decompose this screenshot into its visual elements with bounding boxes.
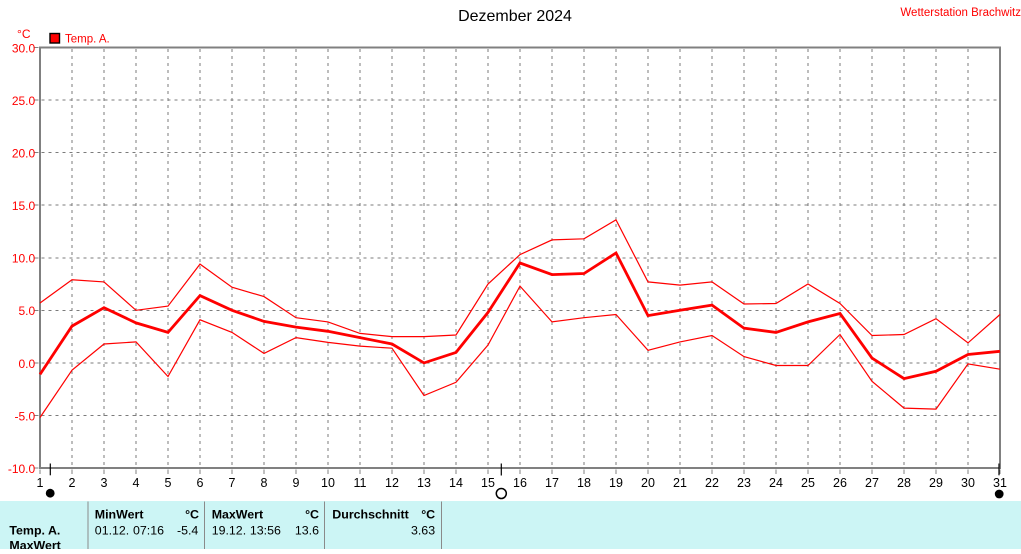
svg-text:13: 13 (417, 476, 431, 490)
svg-text:2: 2 (69, 476, 76, 490)
svg-text:°C: °C (17, 27, 31, 41)
svg-text:9: 9 (293, 476, 300, 490)
svg-text:15.0: 15.0 (12, 199, 36, 213)
svg-text:25: 25 (801, 476, 815, 490)
svg-text:20: 20 (641, 476, 655, 490)
svg-text:01.12.: 01.12. (95, 524, 129, 538)
svg-text:4: 4 (133, 476, 140, 490)
svg-text:14: 14 (449, 476, 463, 490)
svg-text:25.0: 25.0 (12, 94, 36, 108)
svg-text:22: 22 (705, 476, 719, 490)
svg-text:13:56: 13:56 (250, 524, 281, 538)
svg-text:11: 11 (354, 476, 367, 490)
svg-text:-5.0: -5.0 (15, 409, 36, 423)
svg-text:16: 16 (513, 476, 527, 490)
svg-text:10.0: 10.0 (12, 252, 36, 266)
svg-text:Temp. A.: Temp. A. (65, 34, 110, 46)
svg-text:13.6: 13.6 (295, 524, 319, 538)
svg-text:27: 27 (865, 476, 879, 490)
svg-text:31: 31 (993, 476, 1007, 490)
svg-text:°C: °C (421, 507, 435, 521)
svg-text:19: 19 (609, 476, 623, 490)
svg-text:8: 8 (261, 476, 268, 490)
svg-text:24: 24 (769, 476, 783, 490)
svg-text:MaxWert: MaxWert (9, 539, 60, 549)
svg-text:19.12.: 19.12. (212, 524, 246, 538)
svg-text:-5.4: -5.4 (177, 524, 198, 538)
svg-text:21: 21 (673, 476, 687, 490)
svg-text:29: 29 (929, 476, 943, 490)
svg-text:Wetterstation Brachwitz: Wetterstation Brachwitz (900, 7, 1021, 19)
svg-text:°C: °C (185, 507, 199, 521)
svg-text:5: 5 (165, 476, 172, 490)
svg-text:10: 10 (321, 476, 335, 490)
svg-text:3: 3 (101, 476, 108, 490)
svg-text:5.0: 5.0 (19, 304, 36, 318)
svg-text:17: 17 (545, 476, 559, 490)
svg-text:3.63: 3.63 (411, 524, 435, 538)
svg-text:07:16: 07:16 (133, 524, 164, 538)
svg-text:-10.0: -10.0 (8, 462, 36, 476)
svg-text:MinWert: MinWert (95, 507, 144, 521)
svg-text:Dezember 2024: Dezember 2024 (458, 8, 572, 25)
svg-text:12: 12 (385, 476, 399, 490)
svg-text:30.0: 30.0 (12, 41, 36, 55)
svg-text:1: 1 (37, 476, 44, 490)
svg-text:20.0: 20.0 (12, 147, 36, 161)
svg-text:30: 30 (961, 476, 975, 490)
svg-text:°C: °C (305, 507, 319, 521)
svg-text:26: 26 (833, 476, 847, 490)
svg-text:18: 18 (577, 476, 591, 490)
svg-text:Temp. A.: Temp. A. (9, 524, 60, 538)
svg-text:6: 6 (197, 476, 204, 490)
svg-text:23: 23 (737, 476, 751, 490)
svg-text:28: 28 (897, 476, 911, 490)
svg-text:Durchschnitt: Durchschnitt (332, 507, 408, 521)
svg-text:MaxWert: MaxWert (212, 507, 263, 521)
svg-text:0.0: 0.0 (19, 357, 36, 371)
svg-text:7: 7 (229, 476, 236, 490)
svg-text:15: 15 (481, 476, 495, 490)
